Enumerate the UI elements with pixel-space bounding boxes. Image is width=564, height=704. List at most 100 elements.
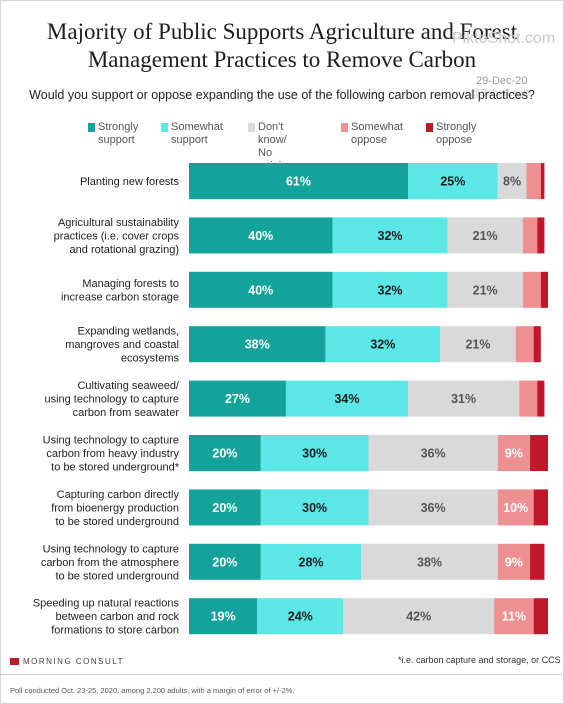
bar-somewhat-oppose-row-4 bbox=[515, 326, 534, 363]
category-label-8: Using technology to capture carbon from t… bbox=[41, 543, 179, 582]
legend-label: Strongly oppose bbox=[436, 121, 477, 146]
bar-somewhat-support-row-3 bbox=[332, 271, 448, 308]
data-label-somewhat-support-row-4: 32% bbox=[370, 338, 395, 352]
logo-text: MORNING CONSULT bbox=[23, 657, 125, 666]
data-label-strongly-support-row-5: 27% bbox=[225, 392, 250, 406]
legend-swatch bbox=[426, 123, 433, 132]
bar-strongly-oppose-row-6 bbox=[530, 435, 548, 471]
bar-strongly-oppose-row-9 bbox=[533, 598, 548, 635]
bar-somewhat-oppose-row-7 bbox=[497, 489, 534, 526]
bar-strongly-support-row-1 bbox=[189, 163, 408, 199]
legend-label: Somewhat support bbox=[171, 121, 223, 146]
bar-strongly-support-row-6 bbox=[189, 435, 261, 471]
data-label-strongly-support-row-9: 19% bbox=[211, 610, 236, 624]
category-label-1: Planting new forests bbox=[80, 176, 180, 188]
legend-label: Somewhat oppose bbox=[351, 121, 403, 146]
bar-somewhat-oppose-row-5 bbox=[519, 380, 538, 417]
data-label-don-t-know-no-opinion-row-7: 36% bbox=[421, 501, 446, 515]
data-label-somewhat-support-row-3: 32% bbox=[378, 283, 403, 297]
date-badge: 29-Dec-20 bbox=[476, 75, 528, 87]
bar-somewhat-support-row-5 bbox=[285, 380, 408, 417]
bar-strongly-oppose-row-2 bbox=[537, 217, 545, 254]
footnote: *i.e. carbon capture and storage, or CCS bbox=[398, 655, 561, 665]
data-label-don-t-know-no-opinion-row-1: 8% bbox=[503, 175, 521, 189]
category-label-4: Expanding wetlands, mangroves and coastal… bbox=[65, 326, 179, 365]
category-label-7: Capturing carbon directly from bioenergy … bbox=[51, 489, 179, 528]
data-label-somewhat-support-row-7: 30% bbox=[302, 501, 327, 515]
data-label-strongly-support-row-7: 20% bbox=[212, 501, 237, 515]
bar-strongly-support-row-5 bbox=[189, 380, 286, 417]
bar-strongly-support-row-3 bbox=[189, 271, 333, 308]
data-label-don-t-know-no-opinion-row-9: 42% bbox=[406, 610, 431, 624]
bar-somewhat-support-row-1 bbox=[407, 163, 498, 199]
chart-subtitle: Would you support or oppose expanding th… bbox=[29, 88, 535, 102]
bar-don-t-know-no-opinion-row-4 bbox=[440, 326, 516, 363]
bar-somewhat-support-row-8 bbox=[260, 543, 362, 580]
bar-don-t-know-no-opinion-row-9 bbox=[343, 598, 495, 635]
data-label-strongly-support-row-2: 40% bbox=[248, 229, 273, 243]
data-label-somewhat-support-row-8: 28% bbox=[299, 555, 324, 569]
bar-strongly-oppose-row-1 bbox=[540, 163, 545, 199]
data-label-strongly-support-row-3: 40% bbox=[248, 283, 273, 297]
category-label-9: Speeding up natural reactions between car… bbox=[33, 598, 180, 637]
data-label-don-t-know-no-opinion-row-3: 21% bbox=[473, 283, 498, 297]
bar-somewhat-support-row-9 bbox=[257, 598, 344, 635]
bar-somewhat-support-row-6 bbox=[260, 435, 369, 471]
legend-swatch bbox=[341, 123, 348, 132]
chart-title-line-1: Majority of Public Supports Agriculture … bbox=[46, 19, 518, 44]
chart-title: Majority of Public Supports Agriculture … bbox=[0, 18, 564, 74]
bar-don-t-know-no-opinion-row-2 bbox=[447, 217, 523, 254]
category-label-2: Agricultural sustainability practices (i.… bbox=[54, 217, 180, 256]
bar-somewhat-support-row-7 bbox=[260, 489, 369, 526]
bar-somewhat-oppose-row-3 bbox=[522, 271, 541, 308]
bar-don-t-know-no-opinion-row-5 bbox=[407, 380, 520, 417]
data-label-don-t-know-no-opinion-row-8: 38% bbox=[417, 555, 442, 569]
logo-mark-icon bbox=[10, 658, 19, 665]
data-label-don-t-know-no-opinion-row-6: 36% bbox=[421, 447, 446, 461]
bar-strongly-support-row-9 bbox=[189, 598, 258, 635]
morning-consult-logo: MORNING CONSULT bbox=[10, 657, 124, 666]
bar-strongly-support-row-7 bbox=[189, 489, 261, 526]
data-label-strongly-support-row-8: 20% bbox=[212, 555, 237, 569]
data-label-don-t-know-no-opinion-row-5: 31% bbox=[451, 392, 476, 406]
data-label-somewhat-support-row-2: 32% bbox=[378, 229, 403, 243]
bar-strongly-support-row-2 bbox=[189, 217, 333, 254]
category-label-6: Using technology to capture carbon from h… bbox=[43, 435, 180, 474]
bar-don-t-know-no-opinion-row-6 bbox=[368, 435, 498, 471]
watermark-handle: @SoberLook bbox=[470, 88, 529, 99]
bar-strongly-support-row-4 bbox=[189, 326, 326, 363]
bar-strongly-oppose-row-8 bbox=[530, 543, 545, 580]
data-label-somewhat-oppose-row-6: 9% bbox=[505, 447, 523, 461]
watermark: PiktoShot.com bbox=[452, 30, 556, 47]
data-label-don-t-know-no-opinion-row-4: 21% bbox=[465, 338, 490, 352]
data-label-somewhat-support-row-1: 25% bbox=[440, 175, 465, 189]
data-label-strongly-support-row-1: 61% bbox=[286, 175, 311, 189]
data-label-strongly-support-row-4: 38% bbox=[245, 338, 270, 352]
bar-somewhat-support-row-2 bbox=[332, 217, 448, 254]
bar-don-t-know-no-opinion-row-7 bbox=[368, 489, 498, 526]
data-label-somewhat-support-row-9: 24% bbox=[288, 610, 313, 624]
legend-swatch bbox=[248, 123, 255, 132]
legend-swatch bbox=[161, 123, 168, 132]
data-label-somewhat-oppose-row-7: 10% bbox=[503, 501, 528, 515]
data-label-strongly-support-row-6: 20% bbox=[212, 447, 237, 461]
bar-strongly-support-row-8 bbox=[189, 543, 261, 580]
bar-strongly-oppose-row-7 bbox=[533, 489, 548, 526]
bar-somewhat-oppose-row-6 bbox=[497, 435, 531, 471]
bar-somewhat-oppose-row-2 bbox=[522, 217, 538, 254]
bar-somewhat-support-row-4 bbox=[325, 326, 441, 363]
poll-note: Poll conducted Oct. 23-25, 2020, among 2… bbox=[10, 686, 295, 695]
data-label-somewhat-support-row-6: 30% bbox=[302, 447, 327, 461]
data-label-somewhat-support-row-5: 34% bbox=[334, 392, 359, 406]
bar-somewhat-oppose-row-9 bbox=[494, 598, 534, 635]
bar-somewhat-oppose-row-8 bbox=[497, 543, 531, 580]
bar-somewhat-oppose-row-1 bbox=[526, 163, 541, 199]
category-label-5: Cultivating seaweed/using technology to … bbox=[44, 380, 179, 419]
footer-divider bbox=[0, 674, 562, 675]
legend-label: Strongly support bbox=[98, 121, 139, 146]
data-label-somewhat-oppose-row-9: 11% bbox=[502, 610, 526, 624]
legend-swatch bbox=[88, 123, 95, 132]
bar-strongly-oppose-row-3 bbox=[540, 271, 548, 308]
category-label-3: Managing forests to increase carbon stora… bbox=[61, 278, 179, 304]
